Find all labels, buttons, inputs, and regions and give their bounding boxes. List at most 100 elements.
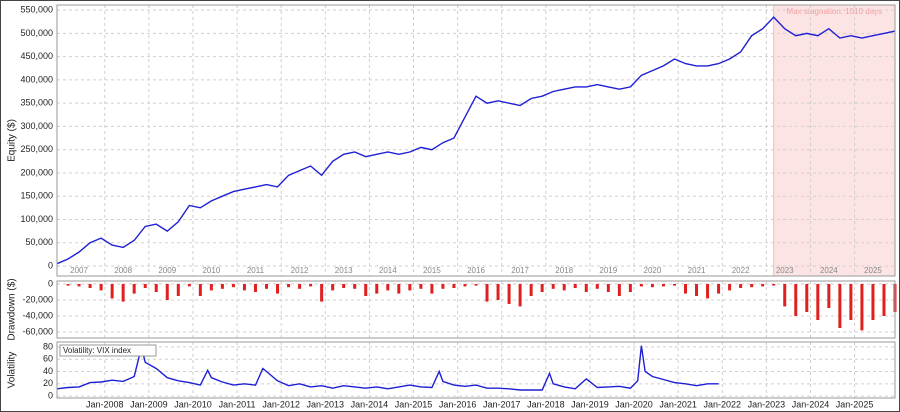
drawdown-bar — [761, 284, 765, 287]
x-tick-label: Jan-2012 — [262, 399, 300, 409]
year-label: 2013 — [335, 266, 353, 275]
drawdown-bar — [331, 284, 335, 291]
drawdown-bar — [805, 284, 809, 312]
year-label: 2010 — [202, 266, 220, 275]
x-tick-label: Jan-2014 — [351, 399, 389, 409]
drawdown-bar — [66, 284, 70, 286]
drawdown-bar — [485, 284, 489, 302]
drawdown-bar — [209, 284, 213, 291]
drawdown-bar — [672, 284, 676, 286]
drawdown-bar — [706, 284, 710, 299]
drawdown-bar — [110, 284, 114, 299]
x-tick-label: Jan-2015 — [395, 399, 433, 409]
drawdown-bar — [287, 284, 291, 288]
panel-frame — [56, 280, 896, 339]
year-label: 2025 — [864, 266, 882, 275]
drawdown-bar — [728, 284, 732, 291]
drawdown-bar — [320, 284, 324, 302]
drawdown-bar — [474, 284, 478, 286]
year-label: 2009 — [158, 266, 176, 275]
y-tick-label: 40 — [43, 366, 53, 376]
x-tick-label: Jan-2023 — [748, 399, 786, 409]
x-tick-label: Jan-2017 — [483, 399, 521, 409]
y-axis-label: Equity ($) — [7, 119, 18, 162]
drawdown-bar — [750, 284, 754, 288]
y-tick-label: 100,000 — [20, 214, 53, 224]
drawdown-bar — [132, 284, 136, 294]
drawdown-bar — [99, 284, 103, 291]
x-tick-label: Jan-2022 — [703, 399, 741, 409]
drawdown-bar — [684, 284, 687, 294]
y-tick-label: 550,000 — [20, 4, 53, 14]
drawdown-bar — [231, 284, 235, 288]
drawdown-bar — [595, 284, 599, 289]
drawdown-bar — [827, 284, 831, 308]
drawdown-bar — [154, 284, 158, 292]
drawdown-bar — [695, 284, 699, 296]
drawdown-bar — [375, 284, 379, 294]
drawdown-bar — [176, 284, 180, 296]
drawdown-bar — [628, 284, 632, 292]
drawdown-bar — [816, 284, 820, 320]
drawdown-bar — [562, 284, 566, 291]
y-axis-label: Drawdown ($) — [7, 278, 18, 340]
y-tick-label: 500,000 — [20, 28, 53, 38]
drawdown-bar — [584, 284, 588, 292]
y-tick-label: 0 — [48, 278, 53, 288]
plot-area — [57, 342, 895, 398]
stagnation-label: Max stagnation: 1010 days — [787, 7, 883, 16]
drawdown-bar — [88, 284, 92, 288]
drawdown-bar — [253, 284, 257, 292]
drawdown-bar — [386, 284, 390, 291]
drawdown-bar — [606, 284, 610, 292]
year-label: 2014 — [379, 266, 397, 275]
drawdown-bar — [342, 284, 346, 288]
series-line — [56, 345, 719, 391]
drawdown-bar — [639, 284, 643, 287]
y-tick-label: -40,000 — [22, 310, 53, 320]
drawdown-bar — [717, 284, 721, 294]
year-label: 2016 — [467, 266, 485, 275]
drawdown-bar — [871, 284, 875, 320]
drawdown-bar — [77, 284, 81, 287]
legend-label: Volatility: VIX index — [63, 346, 131, 355]
drawdown-bar — [794, 284, 798, 316]
year-label: 2017 — [511, 266, 529, 275]
year-label: 2008 — [114, 266, 132, 275]
y-tick-label: 20 — [43, 378, 53, 388]
x-tick-label: Jan-2020 — [615, 399, 653, 409]
drawdown-bar — [198, 284, 202, 296]
drawdown-bar — [518, 284, 522, 307]
drawdown-bar — [551, 284, 555, 289]
drawdown-bar — [220, 284, 224, 289]
drawdown-bar — [860, 284, 864, 331]
year-label: 2012 — [291, 266, 309, 275]
x-tick-label: Jan-2018 — [527, 399, 565, 409]
year-label: 2021 — [688, 266, 706, 275]
x-tick-label: Jan-2008 — [86, 399, 124, 409]
y-tick-label: 0 — [48, 260, 53, 270]
drawdown-bar — [353, 284, 357, 289]
drawdown-bar — [540, 284, 544, 292]
y-tick-label: 50,000 — [25, 237, 53, 247]
drawdown-bar — [452, 284, 456, 288]
drawdown-bar — [364, 284, 368, 296]
drawdown-bar — [441, 284, 445, 289]
drawdown-bar — [298, 284, 302, 289]
drawdown-bar — [496, 284, 500, 300]
year-label: 2024 — [820, 266, 838, 275]
drawdown-bar — [650, 284, 654, 288]
y-tick-label: -60,000 — [22, 326, 53, 336]
drawdown-bar — [309, 284, 313, 287]
drawdown-bar — [783, 284, 787, 307]
drawdown-bar — [849, 284, 853, 320]
drawdown-bar — [573, 284, 577, 288]
drawdown-bar — [419, 284, 423, 289]
drawdown-bar — [265, 284, 268, 289]
x-tick-label: Jan-2019 — [571, 399, 609, 409]
year-label: 2023 — [776, 266, 794, 275]
x-tick-label: Jan-2025 — [836, 399, 874, 409]
legend-box — [59, 344, 157, 357]
x-tick-label: Jan-2016 — [439, 399, 477, 409]
